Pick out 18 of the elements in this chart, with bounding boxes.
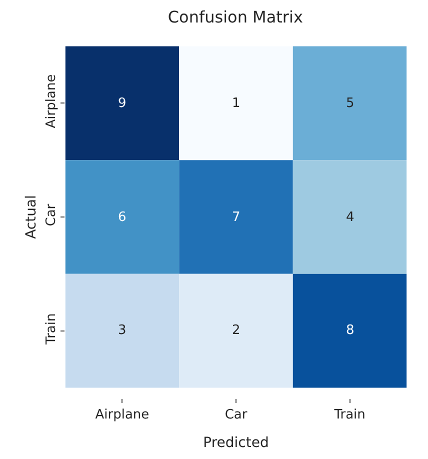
y-tick-label: Train (44, 313, 60, 346)
y-axis-title: Actual (24, 195, 40, 239)
data-label: 8 (346, 323, 354, 338)
chart-title: Confusion Matrix (168, 8, 303, 27)
data-label: 9 (118, 96, 126, 111)
x-tick-label: Train (333, 408, 366, 423)
y-tick-label: Car (44, 203, 60, 226)
data-label: 4 (346, 210, 354, 225)
data-label: 5 (346, 96, 354, 111)
data-label: 7 (232, 210, 240, 225)
data-label: 2 (232, 323, 240, 338)
x-tick-label: Airplane (95, 408, 150, 423)
data-label: 1 (232, 96, 240, 111)
data-label: 6 (118, 210, 126, 225)
x-axis-title: Predicted (203, 434, 269, 451)
x-tick-label: Car (224, 408, 248, 423)
data-label: 3 (118, 323, 126, 338)
y-tick-label: Airplane (44, 74, 60, 128)
